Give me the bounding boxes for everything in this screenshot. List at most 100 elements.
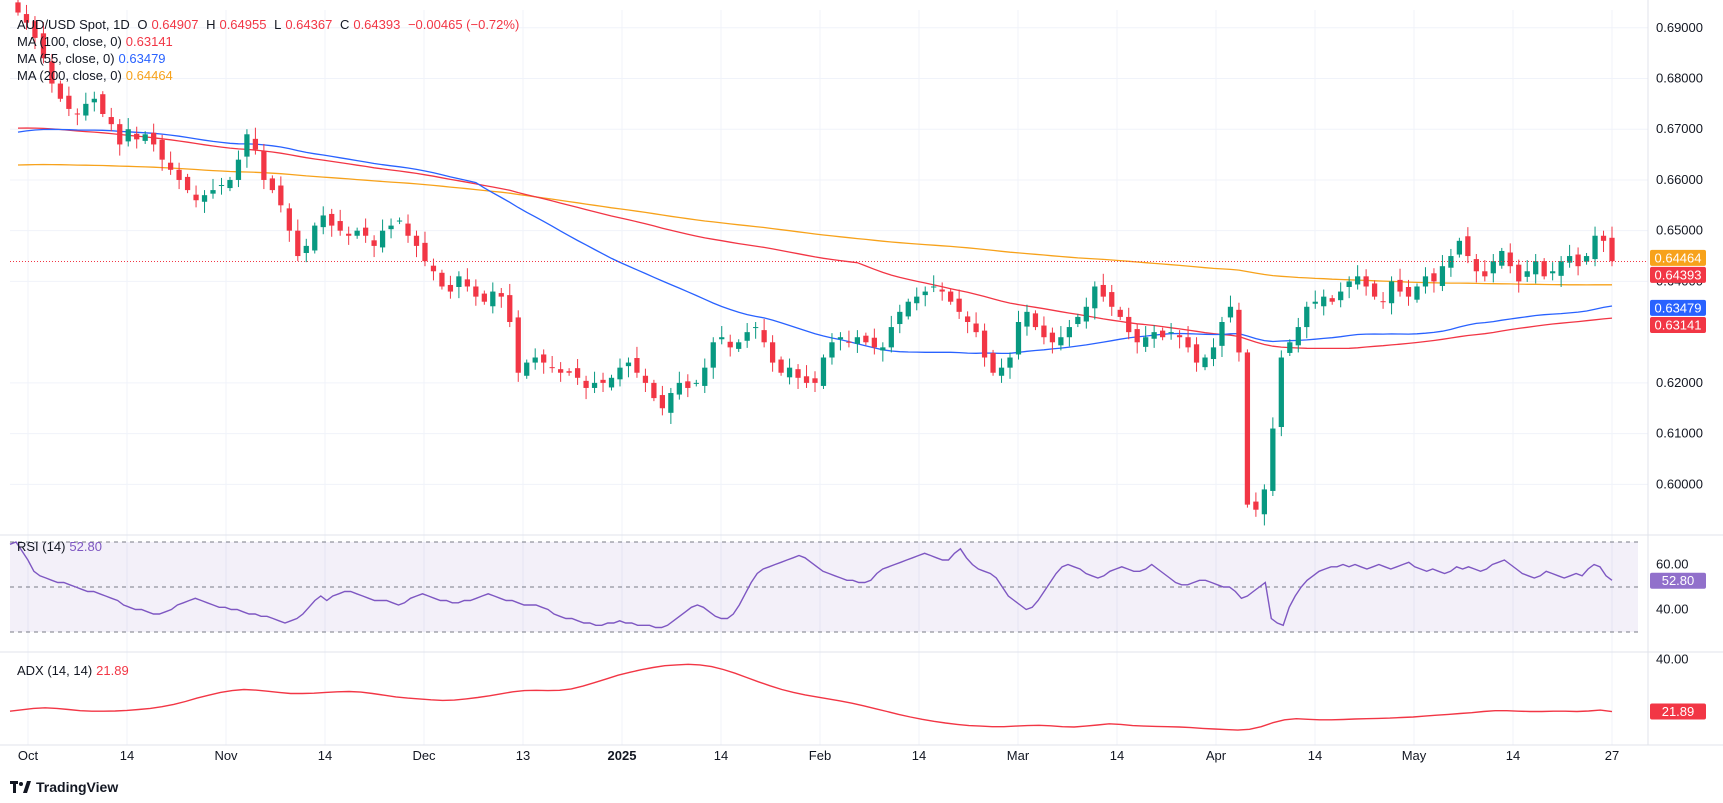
candle-33: [295, 219, 301, 262]
candle-body-95: [820, 357, 827, 386]
candle-4: [49, 54, 55, 93]
candle-body-69: [600, 379, 606, 383]
candle-body-129: [1109, 292, 1115, 307]
candle-body-13: [125, 129, 131, 142]
candle-131: [1126, 307, 1132, 340]
candle-51: [447, 275, 454, 299]
candle-122: [1049, 327, 1056, 354]
candle-88: [761, 318, 767, 348]
candle-65: [566, 368, 572, 376]
price-badge-2: 0.63479: [1650, 299, 1706, 316]
candle-body-21: [193, 194, 199, 201]
candle-body-89: [769, 342, 776, 363]
candle-body-151: [1295, 327, 1301, 346]
time-tick-label-14: May: [1402, 748, 1427, 763]
candle-133: [1143, 326, 1149, 352]
candle-90: [778, 356, 784, 376]
candle-25: [227, 176, 233, 192]
candle-185: [1583, 253, 1590, 265]
candle-68: [591, 371, 598, 394]
candle-107: [922, 286, 928, 307]
candle-body-106: [914, 296, 920, 304]
rsi-label: RSI (14): [17, 539, 66, 554]
open-value: 0.64907: [151, 17, 199, 32]
candle-body-136: [1168, 332, 1174, 334]
candle-81: [702, 358, 708, 394]
candle-body-68: [591, 382, 598, 388]
candle-114: [981, 323, 988, 367]
candle-163: [1397, 268, 1403, 297]
candle-body-135: [1160, 330, 1166, 338]
candle-144: [1236, 302, 1242, 362]
ma200-legend[interactable]: MA (200, close, 0) 0.64464: [17, 68, 177, 84]
rsi-badge-bg: [1650, 572, 1706, 589]
candle-body-84: [727, 341, 733, 348]
candle-body-36: [320, 215, 326, 228]
rsi-band: [10, 541, 1638, 633]
candle-body-33: [295, 230, 301, 257]
time-tick-label-10: Mar: [1007, 748, 1030, 763]
candle-5: [57, 80, 64, 102]
candle-body-177: [1516, 264, 1522, 282]
candle-184: [1575, 247, 1581, 276]
candle-85: [736, 339, 742, 352]
candle-75: [651, 379, 657, 402]
candle-167: [1431, 268, 1437, 293]
candle-body-173: [1482, 271, 1488, 277]
candle-body-102: [880, 347, 886, 351]
candle-38: [337, 209, 343, 236]
price-tick-label-4: 0.65000: [1656, 223, 1703, 238]
candle-body-91: [786, 367, 793, 378]
candle-body-34: [303, 245, 309, 254]
candle-body-109: [939, 289, 945, 292]
candle-47: [413, 230, 420, 258]
time-tick-label-6: 2025: [608, 748, 637, 763]
candle-126: [1083, 297, 1089, 329]
candle-body-50: [439, 272, 445, 287]
candle-59: [515, 310, 521, 382]
candle-body-78: [676, 382, 682, 395]
candle-117: [1007, 352, 1013, 379]
candle-115: [990, 349, 996, 376]
adx-legend[interactable]: ADX (14, 14) 21.89: [17, 663, 133, 679]
candle-125: [1075, 313, 1081, 328]
candle-body-114: [981, 330, 988, 358]
candle-30: [269, 175, 275, 194]
candle-149: [1278, 350, 1284, 437]
candle-8: [83, 92, 89, 121]
candle-body-134: [1151, 332, 1157, 339]
candle-188: [1609, 226, 1615, 267]
price-badge-label-1: 0.64393: [1655, 267, 1702, 282]
rsi-legend[interactable]: RSI (14) 52.80: [17, 539, 106, 555]
candle-181: [1550, 262, 1556, 281]
candle-92: [795, 364, 801, 389]
candle-body-167: [1431, 273, 1437, 282]
candle-147: [1261, 484, 1267, 526]
ma55-legend[interactable]: MA (55, close, 0) 0.63479: [17, 51, 170, 67]
candle-body-3: [40, 33, 47, 59]
candle-body-49: [430, 265, 437, 272]
candle-body-29: [261, 151, 267, 180]
price-badge-label-3: 0.63141: [1655, 317, 1702, 332]
candle-body-142: [1219, 322, 1225, 346]
candle-62: [541, 349, 547, 374]
candle-53: [464, 268, 470, 292]
candle-156: [1338, 282, 1344, 308]
candle-body-154: [1321, 296, 1327, 307]
pane-separators: [0, 0, 1723, 746]
ma55-value: 0.63479: [118, 51, 166, 66]
candle-86: [744, 323, 750, 348]
candle-15: [142, 131, 148, 144]
time-tick-label-8: Feb: [809, 748, 831, 763]
candle-body-124: [1066, 327, 1072, 338]
candle-body-20: [184, 176, 191, 191]
candle-146: [1253, 492, 1259, 517]
ma100-legend[interactable]: MA (100, close, 0) 0.63141: [17, 34, 177, 50]
tradingview-brand[interactable]: TradingView: [10, 779, 118, 795]
candle-168: [1439, 255, 1446, 292]
low-label: L: [274, 17, 282, 32]
candle-body-122: [1049, 332, 1056, 343]
candle-152: [1304, 301, 1310, 339]
candle-body-18: [167, 162, 174, 170]
candle-body-159: [1363, 276, 1369, 287]
